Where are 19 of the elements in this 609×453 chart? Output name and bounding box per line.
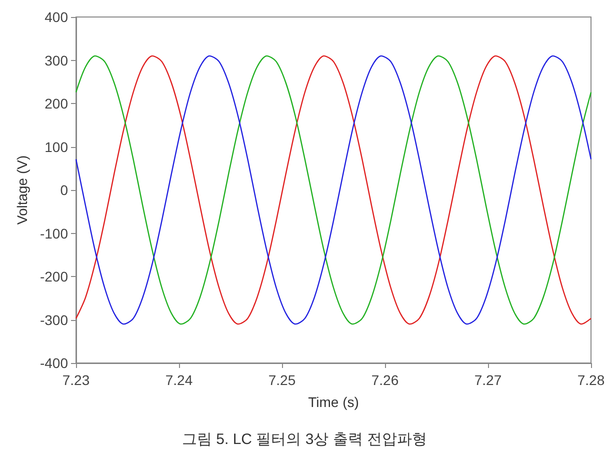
x-tick-label: 7.27 xyxy=(474,372,502,388)
y-tick-label: 200 xyxy=(44,96,68,112)
y-tick-label: 0 xyxy=(60,182,68,198)
x-axis-title: Time (s) xyxy=(308,394,359,410)
x-tick-label: 7.24 xyxy=(165,372,193,388)
line-series xyxy=(75,55,592,325)
y-tick-label: -100 xyxy=(40,225,68,242)
y-tick-label: -200 xyxy=(40,268,68,284)
x-tick-label: 7.26 xyxy=(371,372,399,388)
x-tick-label: 7.28 xyxy=(577,372,605,388)
x-tick-label: 7.23 xyxy=(62,372,90,388)
x-tick-label: 7.25 xyxy=(268,372,296,388)
y-axis-title: Voltage (V) xyxy=(14,155,30,225)
y-tick-label: 100 xyxy=(44,138,68,155)
y-tick-label: 400 xyxy=(44,9,68,25)
caption: 그림 5. LC 필터의 3상 출력 전압파형 xyxy=(182,431,428,448)
y-tick-label: -400 xyxy=(40,355,68,371)
y-tick-label: -300 xyxy=(40,312,68,328)
y-tick-label: 300 xyxy=(44,52,68,68)
